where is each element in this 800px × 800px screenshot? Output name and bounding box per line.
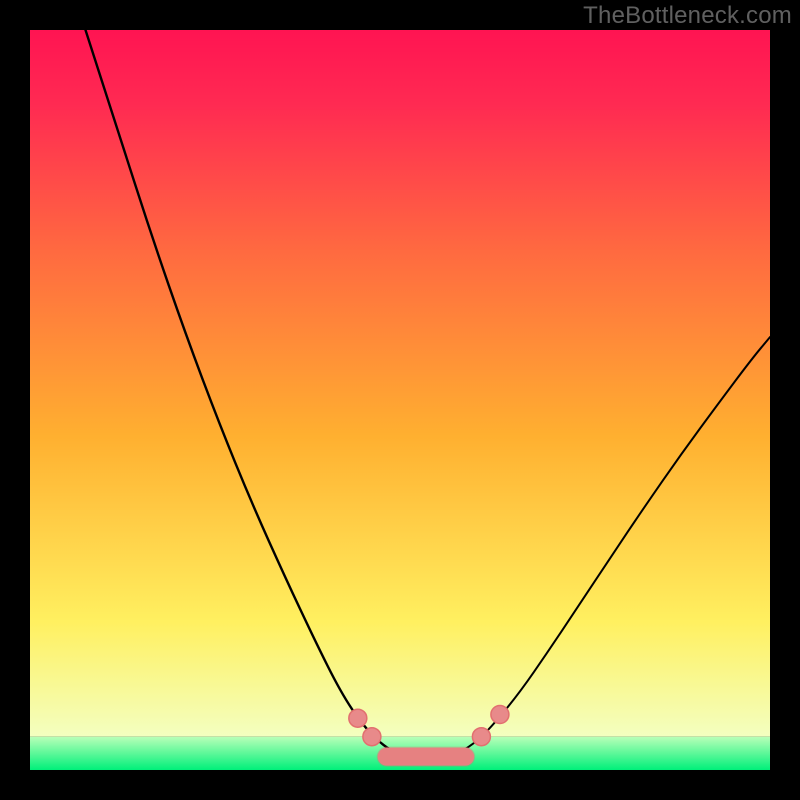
chart-frame	[0, 0, 800, 800]
chart-plot-area	[30, 30, 770, 770]
watermark-text: TheBottleneck.com	[583, 2, 792, 30]
bottleneck-curve-chart	[30, 30, 770, 770]
chart-root: TheBottleneck.com	[0, 0, 800, 800]
